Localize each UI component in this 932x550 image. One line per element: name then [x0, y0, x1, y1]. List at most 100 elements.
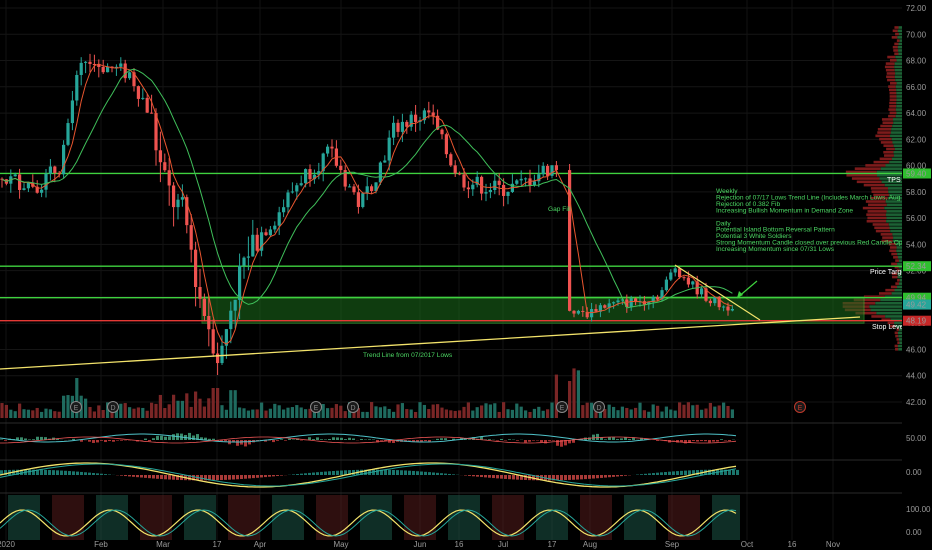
- volume-bar: [264, 410, 268, 418]
- candle-body: [101, 66, 105, 73]
- macd-histogram-bar: [60, 470, 63, 475]
- stoch-zone: [492, 495, 496, 540]
- candle-body: [251, 234, 255, 257]
- volume-bar: [92, 411, 96, 418]
- candle-body: [647, 302, 651, 305]
- volume-profile-bar: [889, 59, 897, 62]
- macd-histogram-bar: [16, 469, 19, 475]
- macd-histogram-bar: [244, 475, 247, 479]
- volume-profile-bar: [896, 105, 902, 108]
- volume-bar: [493, 403, 497, 418]
- time-axis-tick: Apr: [254, 540, 267, 549]
- volume-profile-bar: [894, 42, 899, 46]
- macd-histogram-bar: [68, 471, 71, 475]
- candle-body: [686, 277, 690, 285]
- stoch-zone: [96, 495, 100, 540]
- candle-body: [603, 305, 607, 308]
- candle-body: [238, 265, 242, 300]
- macd-histogram-bar: [188, 475, 191, 481]
- volume-bar: [128, 407, 132, 418]
- candle-body: [471, 184, 475, 190]
- volume-bar: [0, 403, 4, 418]
- candle-body: [396, 122, 400, 132]
- candle-body: [730, 309, 734, 311]
- volume-bar: [180, 400, 184, 418]
- volume-bar: [576, 370, 580, 418]
- volume-bar: [282, 409, 286, 418]
- macd-histogram-bar: [516, 475, 519, 480]
- volume-profile-bar: [875, 302, 902, 305]
- stoch-zone: [420, 495, 424, 540]
- candle-body: [40, 189, 44, 193]
- volume-profile-bar: [880, 141, 893, 144]
- histogram-bar: [572, 440, 575, 443]
- macd-histogram-bar: [564, 475, 567, 481]
- stoch-zone: [736, 495, 740, 540]
- volume-profile-bar: [897, 29, 902, 33]
- histogram-bar: [600, 437, 603, 440]
- candle-body: [673, 268, 677, 273]
- volume-bar: [326, 408, 330, 418]
- volume-profile-bar: [898, 347, 902, 351]
- volume-profile-bar: [895, 85, 902, 88]
- histogram-bar: [496, 440, 499, 441]
- macd-histogram-bar: [308, 472, 311, 475]
- volume-profile-bar: [886, 203, 902, 207]
- histogram-bar: [612, 437, 615, 440]
- macd-histogram-bar: [96, 473, 99, 475]
- volume-bar: [286, 407, 290, 418]
- time-axis-tick: 17: [548, 540, 557, 549]
- candle-body: [18, 174, 22, 190]
- volume-bar: [308, 408, 312, 418]
- volume-profile-bar: [896, 249, 902, 253]
- volume-profile-bar: [898, 52, 902, 56]
- stoch-zone: [552, 495, 556, 540]
- arrow-head: [737, 291, 743, 298]
- candle-body: [722, 306, 726, 308]
- macd-histogram-bar: [644, 473, 647, 475]
- candle-body: [616, 300, 620, 303]
- macd-histogram-bar: [248, 475, 251, 479]
- stoch-zone: [236, 495, 240, 540]
- volume-bar: [466, 402, 470, 418]
- macd-histogram-bar: [204, 475, 207, 481]
- volume-profile-bar: [896, 328, 899, 331]
- candle-body: [656, 296, 660, 300]
- macd-histogram-bar: [340, 470, 343, 475]
- histogram-bar: [0, 439, 3, 440]
- macd-histogram-bar: [348, 470, 351, 475]
- macd-histogram-bar: [72, 471, 75, 475]
- volume-profile-bar: [879, 177, 902, 180]
- stoch-zone: [252, 495, 256, 540]
- stoch-zone: [428, 495, 432, 540]
- macd-histogram-bar: [0, 470, 3, 475]
- oscillator-line: [0, 436, 737, 444]
- macd-histogram-bar: [156, 475, 159, 479]
- event-marker-label: E: [560, 405, 565, 412]
- stoch-zone: [468, 495, 472, 540]
- volume-profile-bar: [898, 26, 902, 29]
- histogram-bar: [324, 439, 327, 440]
- candle-body: [594, 309, 598, 312]
- stoch-zone: [624, 495, 628, 540]
- candlesticks: [0, 53, 734, 376]
- histogram-bar: [276, 440, 279, 441]
- volume-bar: [396, 404, 400, 418]
- macd-histogram-bar: [524, 475, 527, 480]
- volume-bar: [568, 380, 572, 418]
- volume-profile-bar: [899, 269, 902, 272]
- macd-histogram-bar: [424, 471, 427, 475]
- macd-histogram-bar: [640, 474, 643, 475]
- candle-body: [612, 302, 616, 304]
- price-axis-tick: 60.00: [906, 162, 927, 171]
- candle-body: [290, 191, 294, 193]
- stoch-zone: [680, 495, 684, 540]
- histogram-bar: [596, 433, 599, 440]
- volume-bar: [462, 406, 466, 418]
- candle-body: [383, 160, 387, 163]
- macd-histogram-bar: [152, 475, 155, 479]
- macd-histogram-bar: [420, 471, 423, 475]
- volume-profile-bar: [894, 75, 902, 79]
- macd-histogram-bar: [36, 469, 39, 475]
